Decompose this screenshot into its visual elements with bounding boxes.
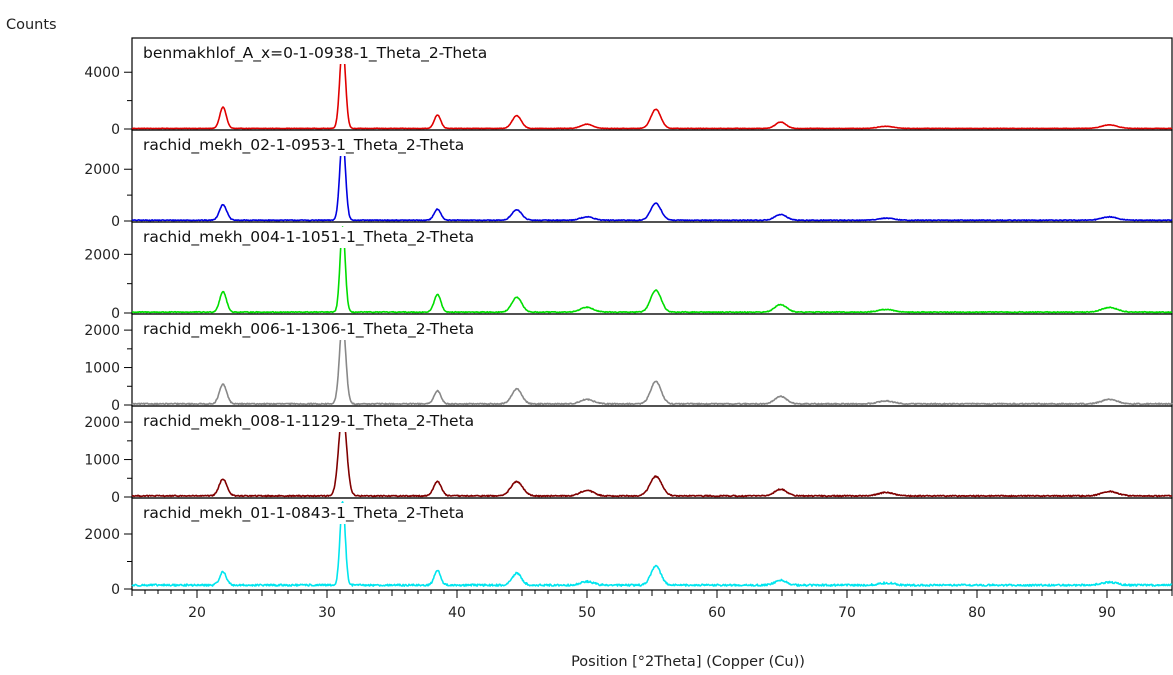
series-line bbox=[131, 44, 1173, 130]
y-tick-label: 4000 bbox=[84, 65, 120, 81]
panel-1: 0 4000 benmakhlof_A_x=0-1-0938-1_Theta_2-T… bbox=[84, 37, 1173, 138]
panel-title-bg bbox=[140, 503, 468, 524]
y-tick-label: 0 bbox=[111, 490, 120, 506]
y-tick-label: 0 bbox=[111, 582, 120, 598]
x-tick-label: 20 bbox=[188, 605, 206, 621]
x-tick-label: 90 bbox=[1098, 605, 1116, 621]
y-tick-label: 1000 bbox=[84, 453, 120, 469]
y-tick-label: 0 bbox=[111, 122, 120, 138]
y-tick-label: 0 bbox=[111, 306, 120, 322]
panel-title: rachid_mekh_02-1-0953-1_Theta_2-Theta bbox=[143, 136, 464, 155]
y-axis-title: Counts bbox=[6, 17, 57, 33]
x-tick-label: 30 bbox=[318, 605, 336, 621]
panel-title-bg bbox=[140, 227, 478, 248]
x-tick-label: 80 bbox=[968, 605, 986, 621]
panel-title: rachid_mekh_008-1-1129-1_Theta_2-Theta bbox=[143, 412, 474, 431]
series-line bbox=[131, 136, 1173, 222]
panel-title-bg bbox=[140, 411, 478, 432]
panel-title: benmakhlof_A_x=0-1-0938-1_Theta_2-Theta bbox=[143, 44, 487, 63]
x-tick-label: 50 bbox=[578, 605, 596, 621]
panel-2: 0 2000 rachid_mekh_02-1-0953-1_Theta_2-The… bbox=[84, 129, 1173, 230]
x-tick-label: 40 bbox=[448, 605, 466, 621]
panel-3: 0 2000 rachid_mekh_004-1-1051-1_Theta_2-Th… bbox=[84, 221, 1173, 322]
series-line bbox=[131, 411, 1173, 498]
panel-4: 0 1000 2000 rachid_mekh_006-1-1306-1_Theta_… bbox=[84, 313, 1173, 414]
series-line bbox=[131, 226, 1173, 314]
y-tick-label: 2000 bbox=[84, 323, 120, 339]
series-line bbox=[131, 501, 1173, 587]
y-tick-label: 0 bbox=[111, 214, 120, 230]
series-line bbox=[131, 320, 1173, 406]
panel-6: 0 2000 rachid_mekh_01-1-0843-1_Theta_2-The… bbox=[84, 497, 1173, 598]
panel-title: rachid_mekh_004-1-1051-1_Theta_2-Theta bbox=[143, 228, 474, 247]
y-tick-label: 2000 bbox=[84, 527, 120, 543]
y-tick-label: 2000 bbox=[84, 247, 120, 263]
panel-title: rachid_mekh_006-1-1306-1_Theta_2-Theta bbox=[143, 320, 474, 339]
x-tick-label: 60 bbox=[708, 605, 726, 621]
x-tick-label: 70 bbox=[838, 605, 856, 621]
y-tick-label: 2000 bbox=[84, 415, 120, 431]
panel-title: rachid_mekh_01-1-0843-1_Theta_2-Theta bbox=[143, 504, 464, 523]
panel-5: 0 1000 2000 rachid_mekh_008-1-1129-1_Theta_… bbox=[84, 405, 1173, 506]
panel-title-bg bbox=[140, 319, 478, 340]
y-tick-label: 1000 bbox=[84, 361, 120, 377]
panel-title-bg bbox=[140, 43, 491, 64]
panels-layer: 0 4000 benmakhlof_A_x=0-1-0938-1_Theta_2-T… bbox=[84, 37, 1173, 598]
y-tick-label: 0 bbox=[111, 398, 120, 414]
x-axis-title: Position [°2Theta] (Copper (Cu)) bbox=[571, 654, 805, 670]
x-axis: 20 30 40 50 60 70 80 90 bbox=[131, 590, 1173, 621]
y-tick-label: 2000 bbox=[84, 162, 120, 178]
panel-title-bg bbox=[140, 135, 468, 156]
